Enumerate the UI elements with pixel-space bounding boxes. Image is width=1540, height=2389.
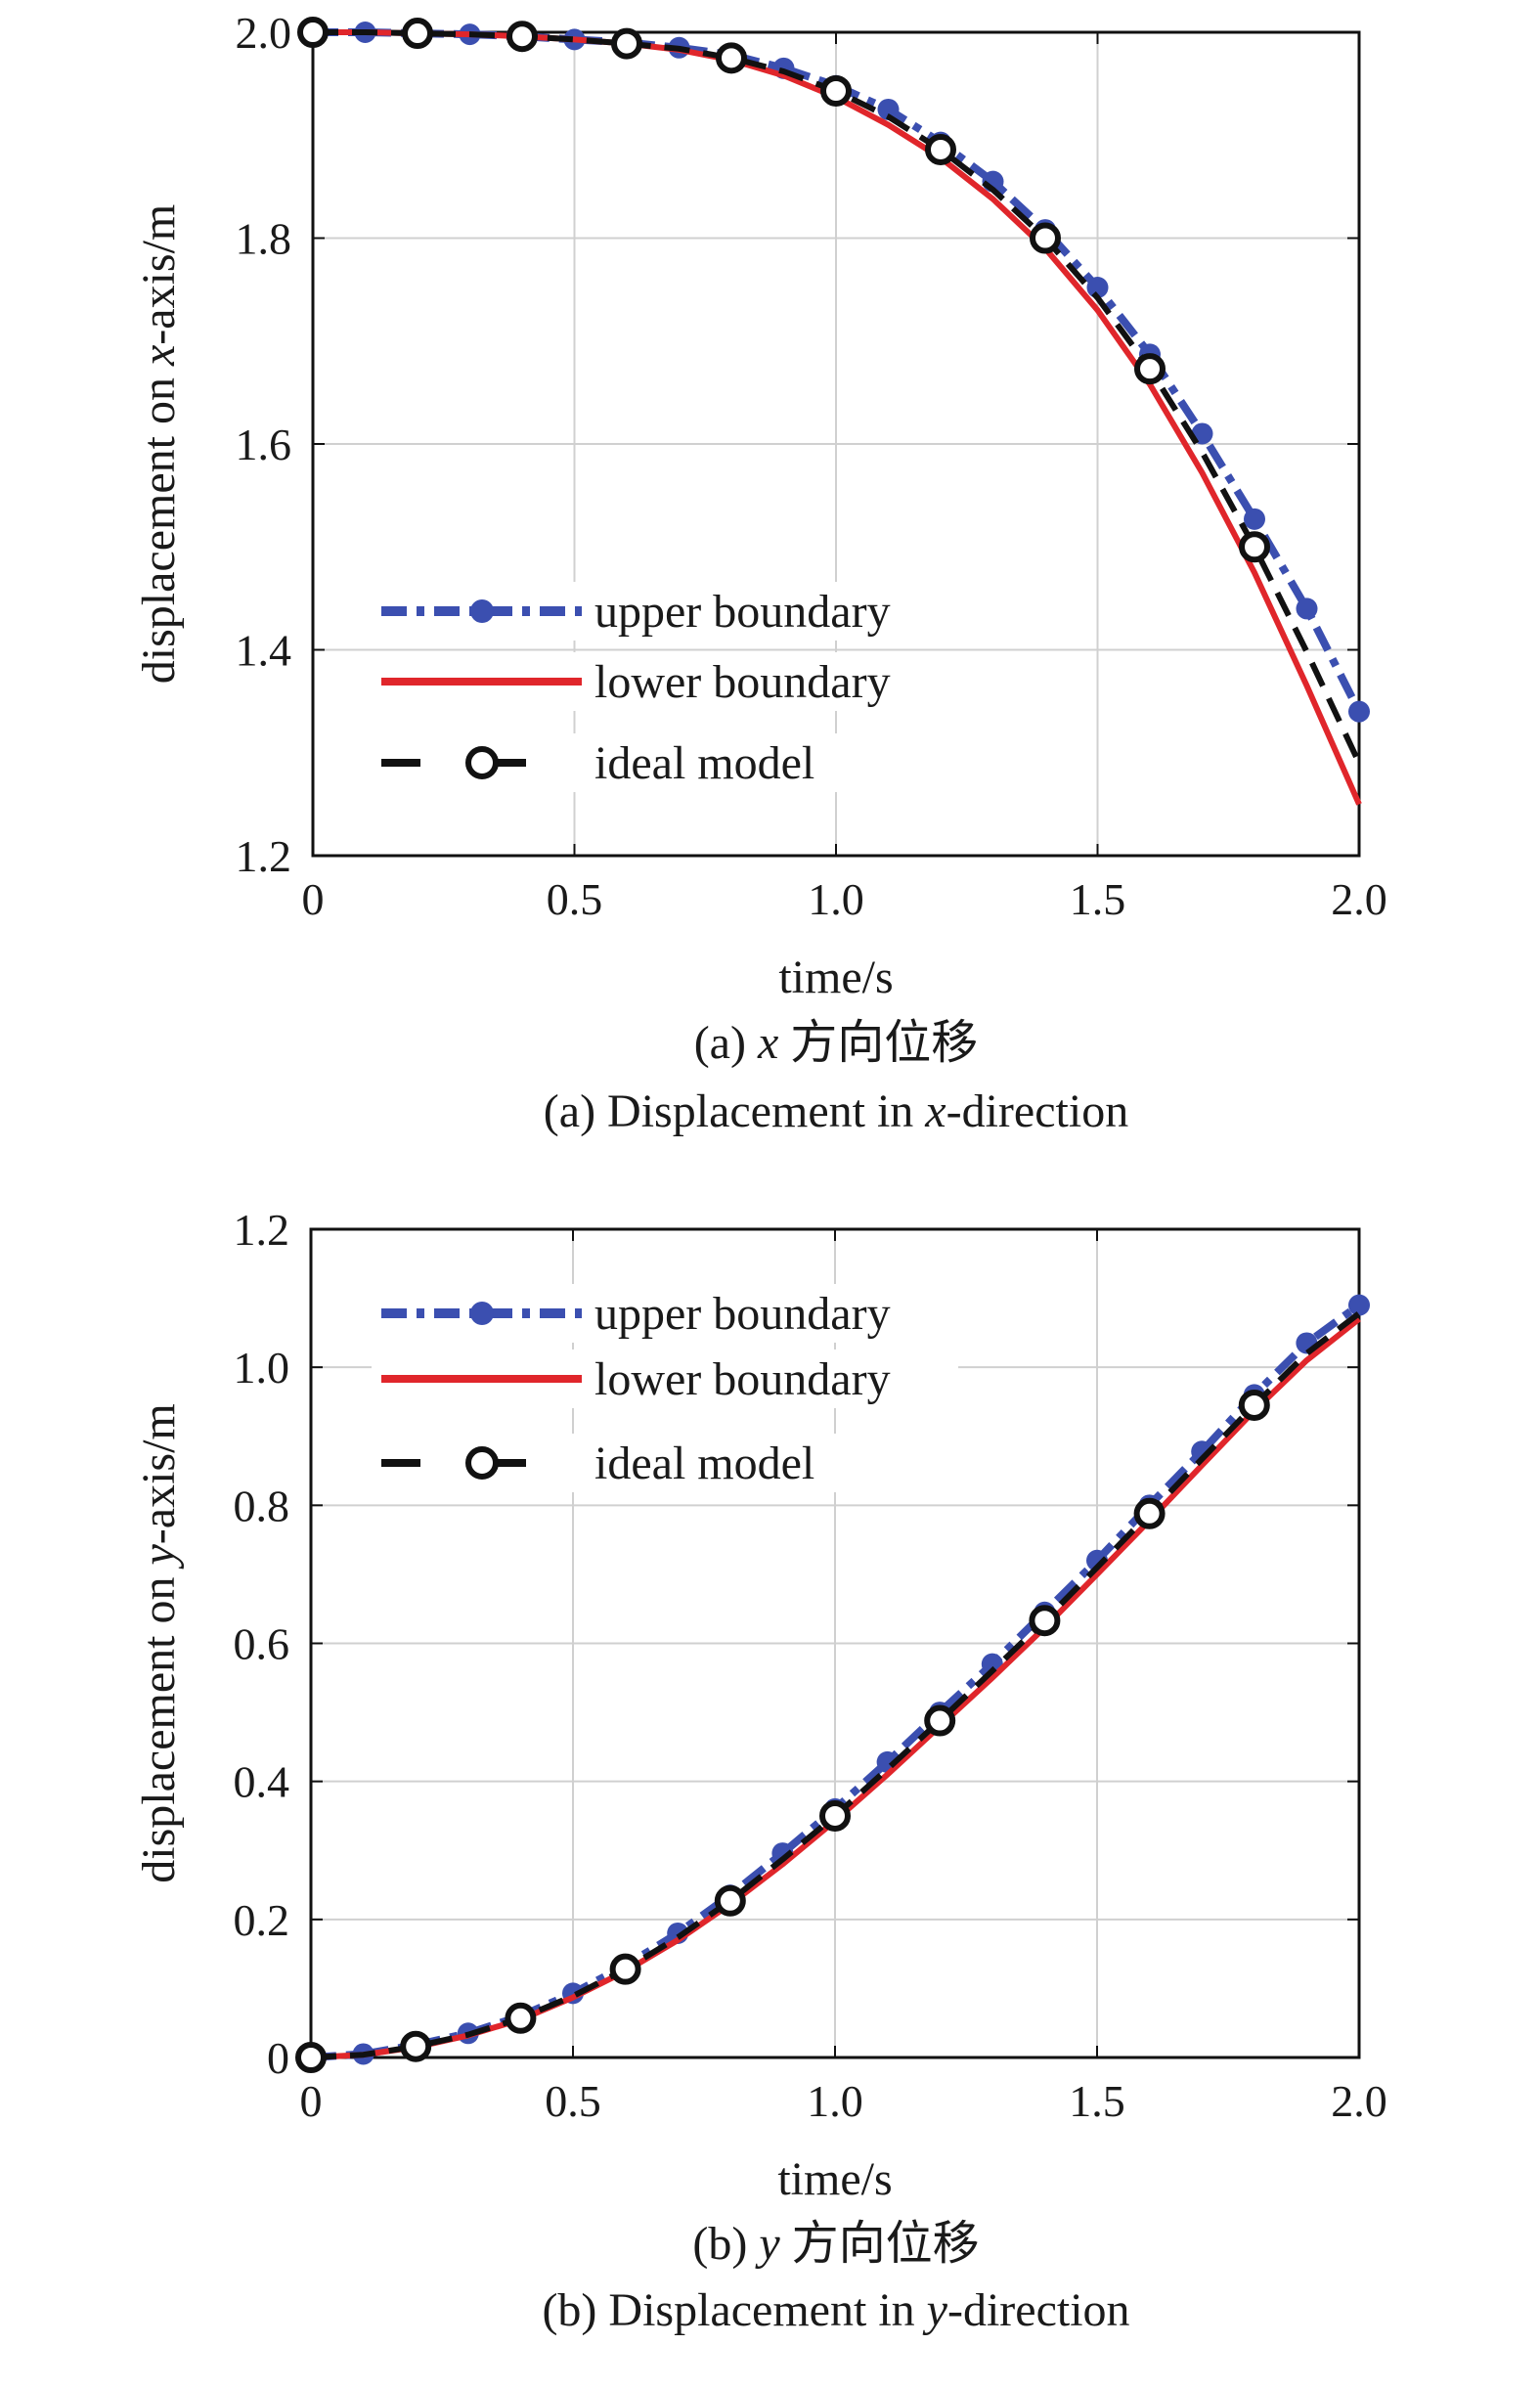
ideal-model-point [1030, 222, 1061, 254]
ideal-model-point [1238, 1389, 1270, 1421]
y-axis-label: displacement on x-axis/m [133, 204, 185, 685]
x-axis-label: time/s [778, 951, 893, 1003]
legend-marker [465, 746, 499, 779]
legend-marker [465, 1446, 499, 1480]
caption-chinese: (a) x 方向位移 [694, 1017, 979, 1069]
x-tick-label: 1.5 [1070, 874, 1126, 924]
chart-y-displacement: 0 0.5 1.0 1.5 2.0 0 0.2 0.4 0.6 0.8 1.0 1.2 upper bo… [133, 1205, 1387, 2336]
ideal-model-point [402, 18, 433, 50]
ideal-model-point [716, 42, 747, 74]
upper-boundary-point [1086, 277, 1109, 299]
ideal-model-point [297, 17, 329, 48]
upper-boundary-point [1348, 1294, 1370, 1316]
upper-boundary-point [1244, 508, 1265, 530]
legend-label: lower boundary [594, 656, 891, 708]
ideal-model-point [1029, 1605, 1061, 1637]
caption-chinese: (b) y 方向位移 [692, 2218, 979, 2270]
ideal-model-point [611, 27, 642, 60]
ideal-model-point [1133, 1497, 1166, 1529]
x-tick-label: 0 [302, 874, 325, 924]
upper-boundary-point [877, 98, 900, 120]
upper-boundary-point [1296, 597, 1318, 620]
ideal-model-point [609, 1953, 641, 1985]
y-tick-label: 0.6 [234, 1619, 290, 1669]
legend-marker [470, 1302, 494, 1325]
x-tick-label: 0.5 [547, 874, 603, 924]
y-tick-label: 1.2 [236, 831, 292, 881]
legend-label: upper boundary [594, 1288, 891, 1340]
y-tick-label: 1.6 [236, 420, 292, 469]
ideal-model-point [1134, 353, 1166, 385]
y-axis-label: displacement on y-axis/m [133, 1403, 185, 1883]
legend-label: lower boundary [594, 1353, 891, 1405]
ideal-model-point [925, 133, 956, 165]
ideal-model-point [820, 74, 852, 107]
y-tick-label: 1.2 [234, 1205, 290, 1255]
upper-boundary-point [1348, 700, 1370, 723]
ideal-model-point [819, 1799, 851, 1832]
caption-english: (a) Displacement in x-direction [544, 1085, 1128, 1137]
caption-english: (b) Displacement in y-direction [542, 2284, 1129, 2336]
legend-label: ideal model [594, 1438, 814, 1489]
x-tick-label: 0 [300, 2076, 323, 2126]
y-tick-label: 1.0 [234, 1343, 290, 1393]
x-tick-label: 1.5 [1069, 2076, 1125, 2126]
legend-marker [470, 599, 494, 623]
x-tick-label: 1.0 [808, 874, 864, 924]
y-tick-label: 1.4 [236, 626, 292, 676]
y-tick-label: 0 [267, 2033, 289, 2083]
x-tick-label: 2.0 [1331, 2076, 1387, 2126]
ideal-model-point [400, 2030, 432, 2062]
y-tick-label: 0.4 [234, 1757, 290, 1807]
y-tick-label: 2.0 [236, 8, 292, 58]
ideal-model-point [505, 2002, 537, 2034]
legend-label: ideal model [594, 737, 814, 789]
x-tick-label: 2.0 [1331, 874, 1387, 924]
chart-x-displacement: 0 0.5 1.0 1.5 2.0 1.2 1.4 1.6 1.8 2.0 upper bounda… [133, 8, 1387, 1137]
y-tick-label: 0.8 [234, 1481, 290, 1530]
ideal-model-point [1239, 531, 1270, 563]
plot-frame [309, 1227, 1361, 2059]
x-tick-label: 1.0 [807, 2076, 863, 2126]
y-tick-label: 1.8 [236, 214, 292, 264]
ideal-model-point [714, 1884, 746, 1917]
x-tick-label: 0.5 [545, 2076, 601, 2126]
plot-frame [311, 30, 1361, 858]
ideal-model-point [295, 2042, 327, 2073]
ideal-model-point [506, 21, 538, 53]
x-axis-label: time/s [777, 2153, 892, 2205]
y-tick-label: 0.2 [234, 1895, 290, 1945]
ideal-model-point [924, 1704, 956, 1737]
legend-label: upper boundary [594, 586, 891, 638]
